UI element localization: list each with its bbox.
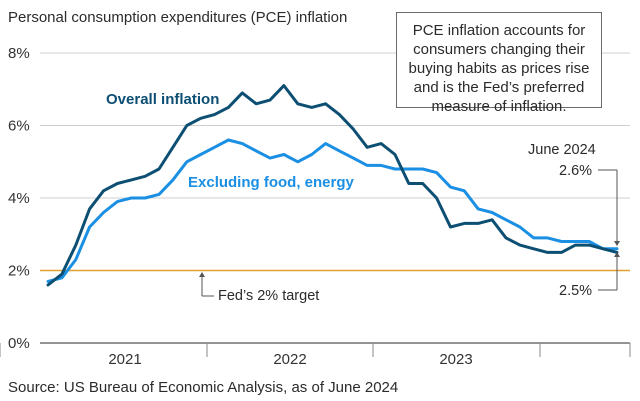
chart-title: Personal consumption expenditures (PCE) …: [8, 9, 347, 26]
fed-target-arrow-icon: [199, 272, 205, 277]
explanation-note: PCE inflation accounts for consumers cha…: [396, 12, 602, 115]
x-tick-label: 2021: [108, 351, 141, 368]
y-tick-label: 2%: [8, 263, 30, 280]
series-label-core: Excluding food, energy: [188, 174, 355, 191]
y-axis-tick-labels: 0% 2% 4% 6% 8%: [8, 45, 30, 352]
fed-target-label: Fed’s 2% target: [218, 288, 319, 304]
y-tick-label: 6%: [8, 118, 30, 135]
overall-arrow-icon: [614, 252, 620, 257]
y-tick-label: 8%: [8, 45, 30, 62]
x-axis: 2021 2022 2023: [0, 342, 631, 368]
series-lines: [46, 84, 619, 287]
june-2024-label: June 2024: [528, 142, 596, 158]
series-label-overall: Overall inflation: [106, 91, 219, 108]
y-tick-label: 0%: [8, 335, 30, 352]
series-line-overall: [46, 84, 619, 287]
overall-value-label: 2.5%: [559, 283, 592, 299]
core-arrow-icon: [614, 241, 620, 246]
y-tick-label: 4%: [8, 190, 30, 207]
x-tick-label: 2023: [439, 351, 472, 368]
x-tick-label: 2022: [273, 351, 306, 368]
source-note: Source: US Bureau of Economic Analysis, …: [8, 379, 398, 396]
core-value-label: 2.6%: [559, 163, 592, 179]
series-line-core: [46, 138, 619, 283]
